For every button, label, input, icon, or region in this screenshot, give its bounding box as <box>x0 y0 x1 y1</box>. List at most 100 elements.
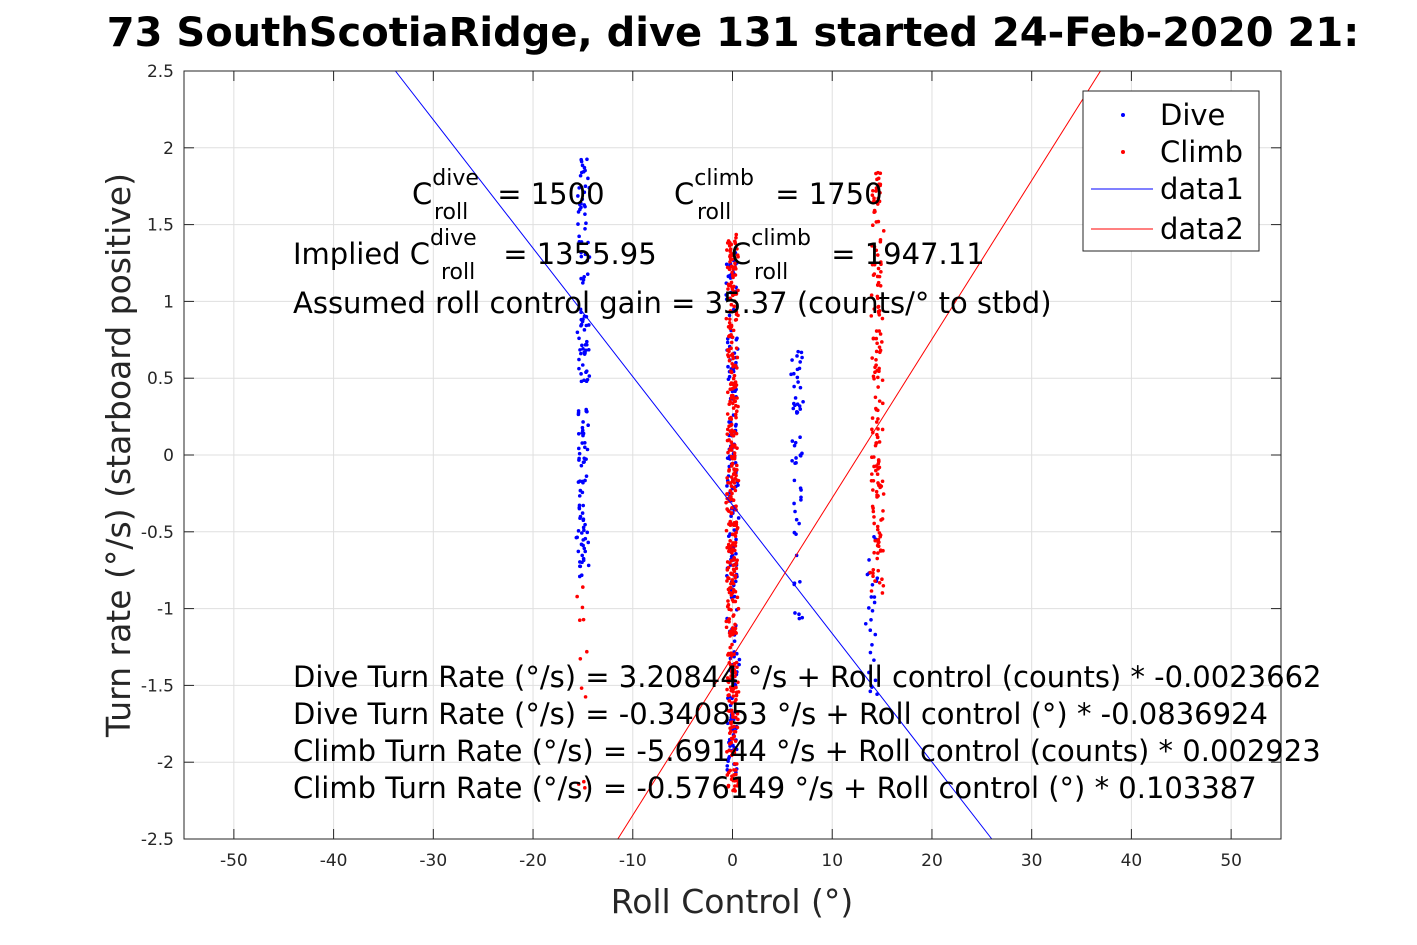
climb-point <box>734 504 738 508</box>
dive-point <box>870 642 874 647</box>
dive-point <box>576 409 581 413</box>
x-tick-label: -20 <box>519 851 547 871</box>
climb-point <box>734 403 738 408</box>
dive-point <box>581 420 585 424</box>
climb-point <box>727 358 732 363</box>
climb-point <box>725 687 729 692</box>
dive-point <box>799 498 803 502</box>
climb-point <box>727 590 732 595</box>
dive-point <box>798 453 803 458</box>
climb-point <box>728 523 733 527</box>
climb-point <box>726 693 731 698</box>
climb-point <box>876 417 880 421</box>
climb-point <box>732 299 737 303</box>
climb-point <box>725 773 730 777</box>
climb-point <box>735 366 739 370</box>
dive-point <box>579 205 583 210</box>
dive-point <box>737 657 742 662</box>
climb-point <box>870 504 875 509</box>
dive-point <box>800 615 805 620</box>
annotation-implied-climb-sup: climb <box>751 226 811 251</box>
dive-point <box>582 275 586 279</box>
climb-point <box>729 484 734 488</box>
climb-point <box>583 695 588 699</box>
dive-point <box>576 446 581 451</box>
dive-point <box>792 384 796 389</box>
climb-point <box>870 243 874 248</box>
climb-point <box>732 724 736 729</box>
dive-point <box>585 157 589 162</box>
dive-point <box>580 553 585 558</box>
climb-point <box>879 260 883 264</box>
climb-point <box>870 472 874 476</box>
climb-point <box>874 357 878 362</box>
climb-point <box>575 594 579 599</box>
climb-point <box>731 433 736 438</box>
climb-point <box>874 220 879 224</box>
annotation-c-dive: Cdive roll = 1500 <box>412 166 605 225</box>
climb-point <box>733 700 737 704</box>
climb-point <box>729 511 734 515</box>
climb-point <box>730 462 734 467</box>
data1-line <box>395 70 993 840</box>
climb-point <box>576 782 581 786</box>
climb-point <box>734 431 739 436</box>
dive-point <box>577 186 581 190</box>
climb-point <box>875 472 880 477</box>
climb-point <box>581 585 585 589</box>
climb-point <box>729 753 734 758</box>
dive-point <box>580 441 585 445</box>
annotation-eq4: Climb Turn Rate (°/s) = -0.576149 °/s + … <box>293 771 1257 805</box>
dive-point <box>799 350 804 355</box>
dive-point <box>580 428 585 433</box>
climb-point <box>731 589 736 594</box>
dive-point <box>576 222 580 226</box>
y-tick-label: 2 <box>163 139 174 159</box>
climb-point <box>725 749 729 754</box>
climb-point <box>734 530 738 535</box>
climb-point <box>731 715 735 719</box>
climb-point <box>876 196 881 201</box>
climb-point <box>876 186 880 190</box>
climb-point <box>728 729 733 734</box>
climb-point <box>875 294 880 299</box>
dive-point <box>583 212 587 216</box>
climb-point <box>873 395 878 400</box>
dive-point <box>577 456 581 461</box>
annotation-c-climb: Cclimb roll = 1750 <box>674 166 883 225</box>
climb-point <box>880 577 884 582</box>
annotation-c-dive-value: = 1500 <box>488 177 605 211</box>
y-tick-label: 1 <box>163 292 174 312</box>
climb-point <box>877 199 882 204</box>
climb-point <box>733 453 737 458</box>
climb-point <box>727 576 731 581</box>
dive-point <box>868 628 873 632</box>
y-tick-label: -2 <box>157 753 174 773</box>
dive-point <box>583 549 588 554</box>
climb-point <box>728 539 732 543</box>
dive-point <box>583 351 587 355</box>
dive-point <box>580 197 585 202</box>
climb-point <box>726 283 731 288</box>
climb-point <box>875 253 880 257</box>
dive-point <box>583 227 587 231</box>
dive-point <box>581 281 585 285</box>
dive-point <box>735 336 739 341</box>
dive-point <box>582 546 587 551</box>
dive-point <box>582 528 586 533</box>
dive-point <box>586 423 590 428</box>
y-tick-label: 0 <box>163 446 174 466</box>
climb-point <box>733 488 738 493</box>
climb-point <box>872 307 877 311</box>
dive-point <box>579 170 584 175</box>
dive-point <box>582 378 586 383</box>
climb-point <box>581 779 586 784</box>
climb-point <box>872 455 876 459</box>
climb-point <box>735 783 740 788</box>
climb-point <box>728 249 733 253</box>
climb-point <box>736 690 741 694</box>
climb-point <box>728 309 732 314</box>
dive-point <box>873 678 878 683</box>
climb-point <box>733 715 738 720</box>
dive-point <box>580 343 584 348</box>
